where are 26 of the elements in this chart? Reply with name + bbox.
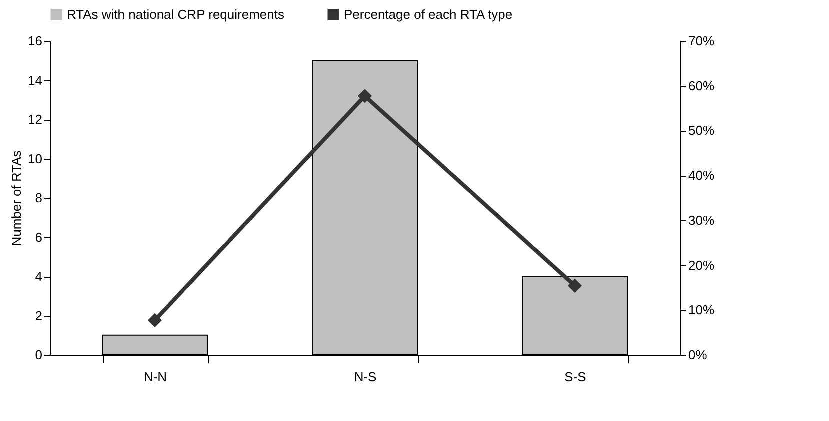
y-tick-label: 8 xyxy=(35,190,42,206)
y2-tick-label: 30% xyxy=(688,212,715,228)
x-tick-label: N-S xyxy=(354,370,378,384)
y-tick-label: 6 xyxy=(35,230,42,245)
y2-tick-label: 0% xyxy=(688,348,708,362)
legend-label: Percentage of each RTA type xyxy=(344,6,513,22)
point xyxy=(568,278,582,293)
y-tick-label: 10 xyxy=(28,151,42,166)
y-tick-label: 16 xyxy=(28,34,42,48)
y2-tick-label: 10% xyxy=(688,302,715,318)
y2-tick-label: 40% xyxy=(688,168,715,184)
y-axis-title: Number of RTAs xyxy=(9,150,24,246)
y2-tick-label: 70% xyxy=(688,34,715,48)
y2-tick-label: 60% xyxy=(688,78,715,94)
y-tick-label: 12 xyxy=(28,112,42,127)
y-tick-label: 0 xyxy=(35,348,42,362)
y2-tick-label: 20% xyxy=(688,258,715,273)
x-tick-label: S-S xyxy=(564,370,587,384)
point xyxy=(148,313,162,328)
y-tick-label: 2 xyxy=(35,308,42,324)
point xyxy=(358,89,372,104)
y-tick-label: 14 xyxy=(28,72,42,88)
y-tick-label: 4 xyxy=(35,269,42,284)
y2-tick-label: 50% xyxy=(688,123,715,138)
x-tick-label: N-N xyxy=(144,370,168,384)
legend-label: RTAs with national CRP requirements xyxy=(67,6,285,22)
